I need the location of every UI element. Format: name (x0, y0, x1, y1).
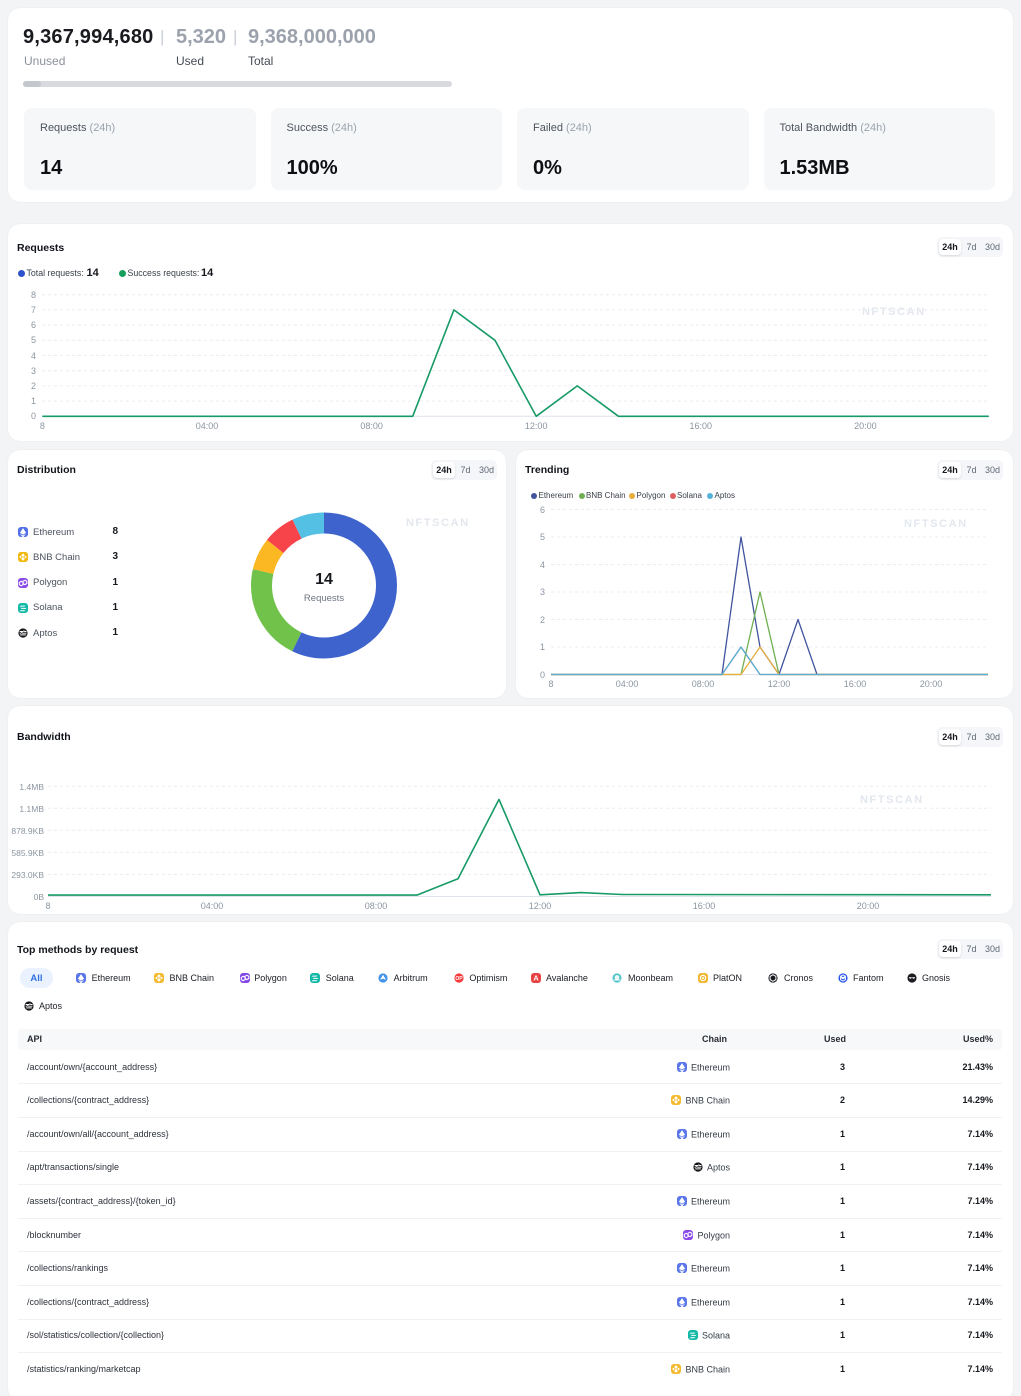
svg-text:A: A (533, 974, 539, 983)
svg-text:OP: OP (455, 976, 463, 982)
